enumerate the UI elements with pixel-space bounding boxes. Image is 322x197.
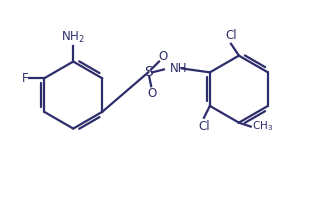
Text: NH: NH [170,62,187,75]
Text: O: O [158,50,167,63]
Text: NH$_2$: NH$_2$ [62,30,85,45]
Text: Cl: Cl [198,120,210,133]
Text: S: S [144,65,153,79]
Text: Cl: Cl [225,29,237,42]
Text: F: F [22,72,28,85]
Text: O: O [147,86,157,99]
Text: CH$_3$: CH$_3$ [252,120,273,134]
